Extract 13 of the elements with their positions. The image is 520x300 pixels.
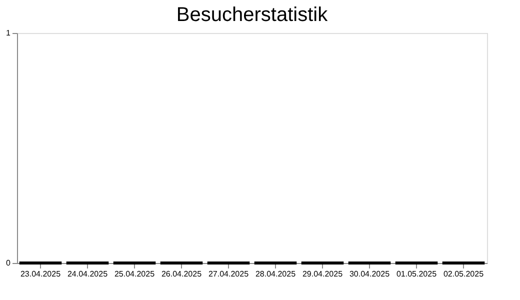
x-tick-label: 01.05.2025 bbox=[396, 270, 438, 278]
x-tick-label: 24.04.2025 bbox=[67, 270, 108, 278]
x-tick-label: 02.05.2025 bbox=[443, 270, 484, 278]
y-tick-label: 1 bbox=[6, 28, 12, 38]
chart-title: Besucherstatistik bbox=[176, 4, 329, 26]
x-tick-label: 29.04.2025 bbox=[302, 270, 344, 278]
x-tick-label: 25.04.2025 bbox=[114, 270, 156, 278]
x-tick-label: 28.04.2025 bbox=[255, 270, 296, 278]
x-tick-label: 27.04.2025 bbox=[208, 270, 250, 278]
x-tick-label: 30.04.2025 bbox=[349, 270, 390, 278]
x-tick-label: 26.04.2025 bbox=[161, 270, 202, 278]
y-tick-label: 0 bbox=[6, 258, 12, 268]
x-tick-label: 23.04.2025 bbox=[20, 270, 62, 278]
